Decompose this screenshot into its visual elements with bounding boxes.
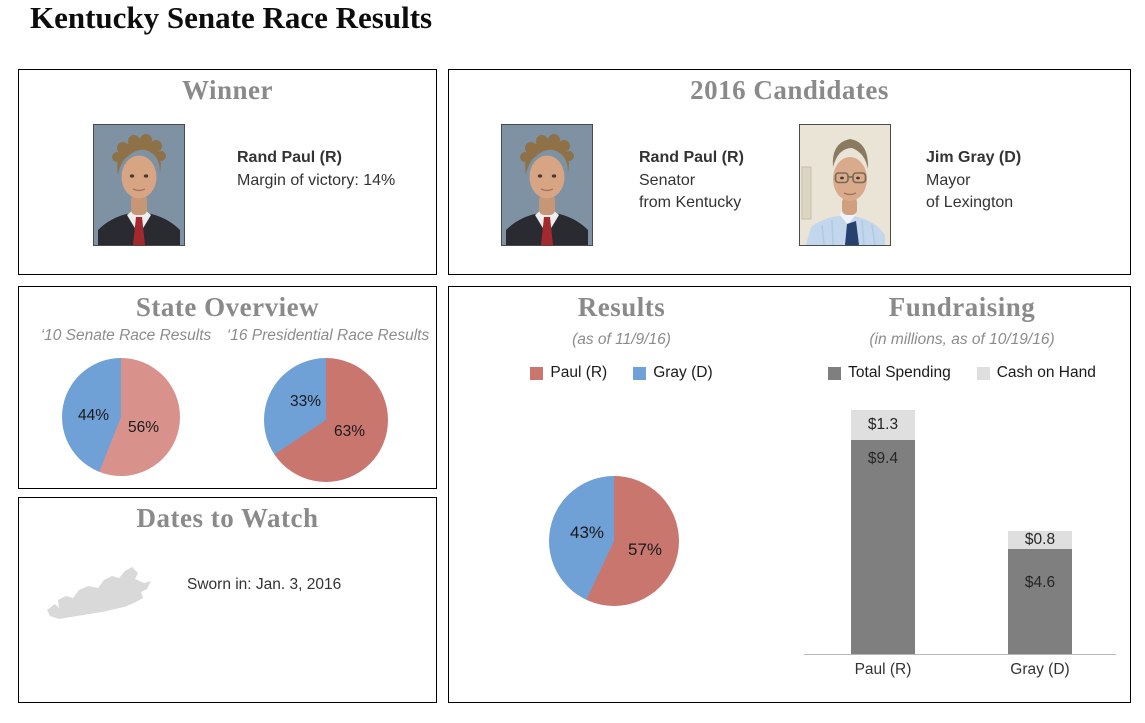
- kentucky-state-icon: [46, 564, 154, 631]
- candidate-left-text: Rand Paul (R) Senator from Kentucky: [639, 147, 744, 215]
- presidential-2016-pie-chart: 63% 33%: [264, 358, 388, 482]
- total-spending-color-swatch: [828, 366, 842, 380]
- sworn-in-text: Sworn in: Jan. 3, 2016: [187, 576, 342, 593]
- cash-on-hand-color-swatch: [976, 366, 990, 380]
- candidate-right-name: Jim Gray (D): [926, 149, 1022, 166]
- legend-label-gray: Gray (D): [653, 364, 713, 381]
- state-overview-panel-title: State Overview: [135, 292, 320, 322]
- presidential-2016-pie-title: ‘16 Presidential Race Results: [226, 327, 430, 344]
- legend-label-cash-on-hand: Cash on Hand: [996, 364, 1096, 381]
- paul-bar-column: $1.3 $9.4: [851, 410, 915, 654]
- bar-category-label-paul: Paul (R): [854, 661, 912, 678]
- legend-item-paul: Paul (R): [530, 364, 607, 382]
- pie-slice-label-republican: 56%: [128, 419, 160, 436]
- winner-panel-title: Winner: [181, 75, 273, 105]
- candidates-panel-title: 2016 Candidates: [690, 75, 889, 105]
- gray-spending-label: $4.6: [1024, 574, 1056, 592]
- gray-cash-label: $0.8: [1024, 531, 1056, 549]
- winner-text-block: Rand Paul (R) Margin of victory: 14%: [237, 147, 395, 192]
- fundraising-bar-chart: $1.3 $9.4 $0.8 $4.6: [804, 397, 1116, 655]
- legend-label-total-spending: Total Spending: [848, 364, 951, 381]
- winner-margin: Margin of victory: 14%: [237, 171, 396, 189]
- rand-paul-photo-2: [501, 124, 593, 246]
- senate-2010-pie-title: ‘10 Senate Race Results: [40, 327, 212, 344]
- results-subtitle: (as of 11/9/16): [572, 331, 671, 348]
- jim-gray-portrait-illustration: [800, 125, 890, 245]
- state-overview-panel: State Overview ‘10 Senate Race Results ‘…: [18, 286, 437, 489]
- pie-slice-label-gray: 43%: [570, 523, 605, 542]
- candidate-left-role1: Senator: [639, 171, 696, 189]
- legend-item-total-spending: Total Spending: [828, 364, 951, 382]
- pie-slice-label-democrat: 44%: [78, 407, 110, 424]
- senate-2010-pie-chart: 56% 44%: [62, 358, 180, 476]
- results-legend: Paul (R) Gray (D): [449, 364, 794, 382]
- results-fundraising-panel: Results (as of 11/9/16) Paul (R) Gray (D…: [448, 286, 1131, 703]
- fundraising-legend: Total Spending Cash on Hand: [794, 364, 1130, 382]
- pie-slice-label-paul: 57%: [628, 540, 663, 559]
- paul-cash-on-hand-segment: $1.3: [851, 410, 915, 440]
- candidate-right-text: Jim Gray (D) Mayor of Lexington: [926, 147, 1021, 215]
- candidate-right-role2: of Lexington: [926, 194, 1014, 211]
- gray-color-swatch: [633, 366, 647, 380]
- paul-cash-label: $1.3: [867, 416, 899, 434]
- results-pie-chart: 57% 43%: [549, 476, 679, 606]
- winner-panel: Winner Rand Paul (R) Margin of victory: …: [18, 69, 437, 275]
- rand-paul-portrait-illustration: [502, 125, 592, 245]
- legend-item-cash-on-hand: Cash on Hand: [976, 364, 1096, 382]
- legend-label-paul: Paul (R): [550, 364, 608, 381]
- rand-paul-portrait-illustration: [94, 125, 184, 245]
- paul-spending-label: $9.4: [867, 449, 899, 467]
- candidates-panel: 2016 Candidates Rand Paul (R) Senator fr…: [448, 69, 1131, 275]
- paul-color-swatch: [530, 366, 544, 380]
- pie-slice-label-republican: 63%: [334, 423, 366, 440]
- results-title: Results: [577, 292, 666, 322]
- jim-gray-photo: [799, 124, 891, 246]
- paul-total-spending-segment: $9.4: [851, 439, 915, 654]
- gray-total-spending-segment: $4.6: [1008, 549, 1072, 654]
- gray-bar-column: $0.8 $4.6: [1008, 530, 1072, 654]
- winner-name: Rand Paul (R): [237, 149, 342, 166]
- page-title: Kentucky Senate Race Results: [30, 0, 433, 35]
- candidate-left-name: Rand Paul (R): [639, 149, 744, 166]
- candidate-left-role2: from Kentucky: [639, 194, 742, 211]
- dates-panel-title: Dates to Watch: [136, 503, 319, 533]
- candidate-right-role1: Mayor: [926, 171, 971, 189]
- fundraising-title: Fundraising: [888, 292, 1036, 322]
- rand-paul-photo: [93, 124, 185, 246]
- pie-slice-label-democrat: 33%: [290, 393, 322, 410]
- dates-panel: Dates to Watch Sworn in: Jan. 3, 2016: [18, 497, 437, 703]
- gray-cash-on-hand-segment: $0.8: [1008, 530, 1072, 550]
- bar-category-label-gray: Gray (D): [1010, 661, 1070, 678]
- fundraising-subtitle: (in millions, as of 10/19/16): [869, 331, 1055, 348]
- legend-item-gray: Gray (D): [633, 364, 713, 382]
